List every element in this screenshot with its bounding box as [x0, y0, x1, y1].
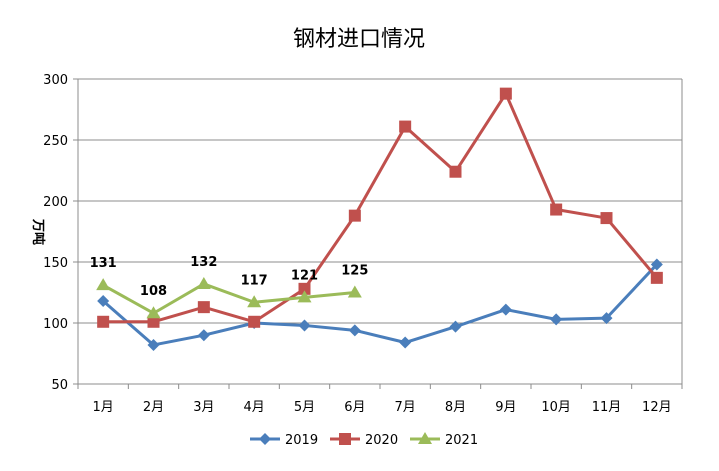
y-tick-label: 250 [43, 134, 68, 149]
y-tick-label: 200 [43, 195, 68, 210]
data-point-2019 [399, 336, 412, 349]
x-tick-label: 8月 [445, 400, 466, 415]
data-point-2021 [247, 295, 262, 308]
data-point-2020 [449, 165, 462, 178]
legend-marker [259, 433, 271, 445]
data-label: 121 [291, 268, 318, 283]
data-point-2019 [550, 313, 563, 326]
data-point-2019 [298, 319, 311, 332]
data-point-2019 [147, 338, 160, 351]
data-label: 108 [140, 284, 167, 299]
legend-label: 2019 [285, 433, 318, 448]
data-label: 125 [341, 264, 368, 279]
legend-item-2019: 2019 [250, 433, 318, 448]
legend-label: 2020 [365, 433, 398, 448]
series-layer [96, 87, 663, 351]
y-tick-label: 150 [43, 256, 68, 271]
legend: 2019 2020 2021 [250, 432, 478, 448]
x-tick-label: 2月 [143, 400, 164, 415]
data-label: 131 [90, 256, 117, 271]
chart-title: 钢材进口情况 [293, 27, 425, 52]
data-point-2021 [96, 278, 111, 291]
y-axis-label: 万吨 [30, 218, 46, 245]
legend-item-2020: 2020 [330, 433, 398, 448]
legend-marker [339, 433, 351, 445]
y-tick-label: 300 [43, 73, 68, 88]
data-point-2020 [197, 301, 210, 314]
series-2021 [96, 276, 362, 319]
x-tick-label: 12月 [642, 400, 672, 415]
data-point-2020 [298, 282, 311, 295]
data-point-2019 [97, 295, 110, 308]
data-point-2021 [196, 276, 211, 289]
axes: 50 100 150 200 250 300 1月 2月 3月 4月 5月 6月 7月 8月 9月 10月 11… [43, 73, 683, 415]
data-point-2020 [550, 203, 563, 216]
x-tick-label: 10月 [541, 400, 571, 415]
series-2020 [97, 87, 663, 328]
data-point-2020 [147, 315, 160, 328]
y-tick-label: 100 [43, 317, 68, 332]
data-point-2020 [348, 209, 361, 222]
data-point-2020 [399, 120, 412, 133]
data-point-2019 [197, 329, 210, 342]
x-tick-label: 6月 [344, 400, 365, 415]
legend-marker [418, 432, 432, 444]
data-label-layer: 131 108 132 117 121 125 [90, 255, 369, 299]
y-tick-label: 50 [51, 378, 68, 393]
series-line-2020 [103, 92, 658, 324]
data-label: 132 [190, 255, 217, 270]
data-point-2020 [97, 315, 110, 328]
legend-label: 2021 [445, 433, 478, 448]
x-tick-label: 5月 [294, 400, 315, 415]
data-point-2021 [347, 285, 362, 298]
x-tick-label: 7月 [395, 400, 416, 415]
x-tick-label: 9月 [495, 400, 516, 415]
series-line-2019 [102, 263, 658, 347]
data-point-2019 [449, 320, 462, 333]
x-tick-label: 4月 [244, 400, 265, 415]
data-point-2019 [650, 258, 663, 271]
x-tick-label: 11月 [592, 400, 622, 415]
data-point-2021 [297, 290, 312, 303]
data-label: 117 [241, 273, 268, 288]
data-point-2019 [600, 312, 613, 325]
data-point-2021 [146, 306, 161, 319]
legend-item-2021: 2021 [410, 432, 478, 448]
data-point-2019 [348, 324, 361, 337]
gridlines [78, 78, 682, 385]
x-tick-label: 1月 [93, 400, 114, 415]
series-2019 [97, 258, 663, 351]
data-point-2020 [248, 315, 261, 328]
data-point-2020 [499, 87, 512, 100]
data-point-2020 [650, 271, 663, 284]
data-point-2019 [499, 303, 512, 316]
data-point-2020 [600, 212, 613, 225]
x-tick-label: 3月 [193, 400, 214, 415]
series-line-2021 [102, 282, 355, 315]
